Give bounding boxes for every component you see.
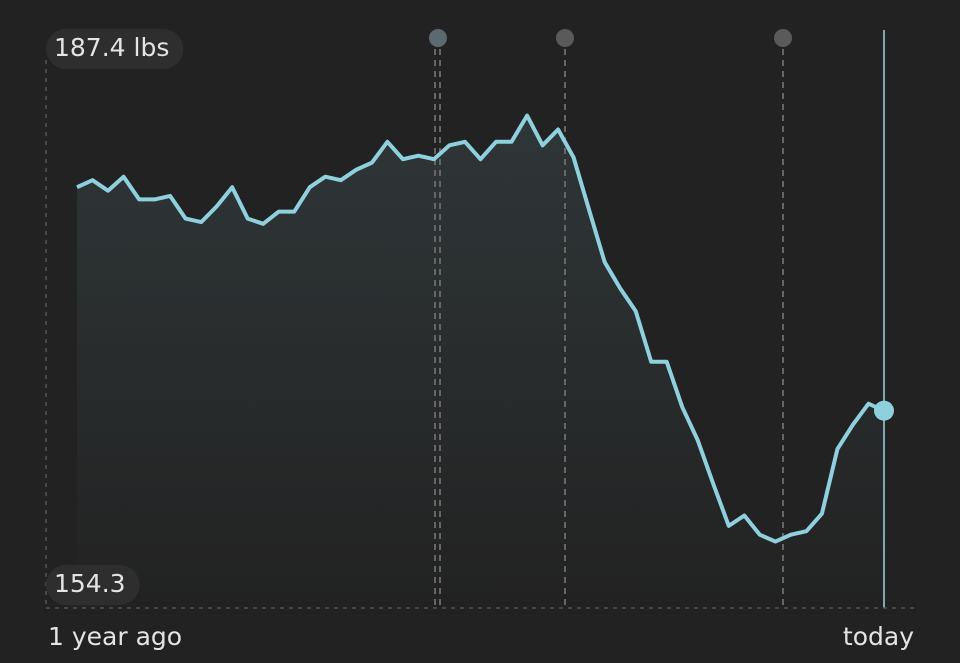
event-dot[interactable] [774,29,792,47]
x-label: today [843,622,914,651]
x-label: 1 year ago [48,622,182,651]
label-pill [46,565,140,605]
y-tick: 187.4 lbs [46,29,184,69]
area [77,115,884,608]
event-dot[interactable] [556,29,574,47]
line [76,113,885,544]
event-dot[interactable] [429,29,447,47]
current-point [874,400,894,421]
label-pill [46,29,184,69]
event-markers [45,29,885,608]
y-tick-label: 154.3 [54,569,126,598]
y-tick: 154.3 [46,565,140,605]
y-tick-label: 187.4 lbs [54,33,169,62]
